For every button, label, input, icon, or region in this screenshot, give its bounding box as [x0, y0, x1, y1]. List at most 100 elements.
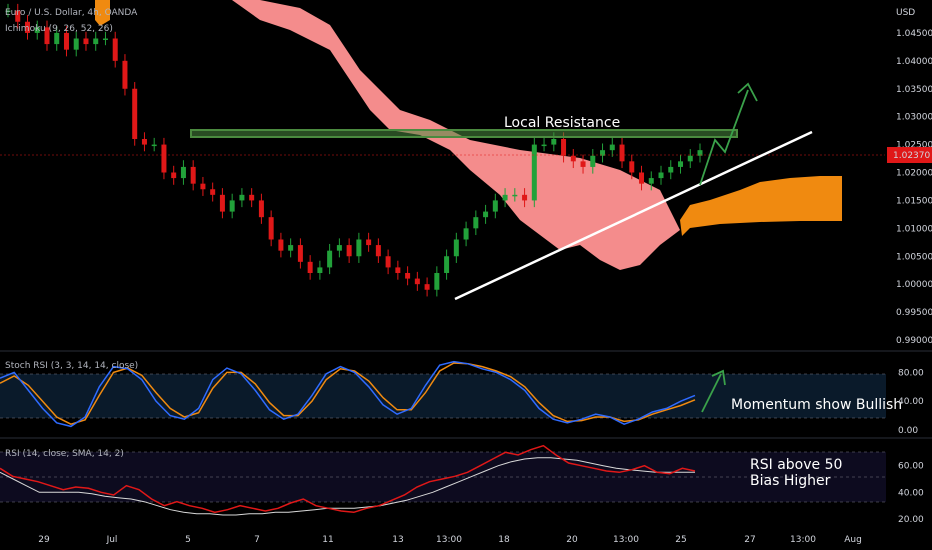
time-tick-0: 29 [38, 535, 50, 545]
candle-body [629, 161, 635, 173]
stoch-tick-1: 40.00 [898, 397, 924, 407]
rsi-tick-0: 60.00 [898, 462, 924, 472]
candle-body [375, 245, 381, 257]
stoch-k-line [0, 360, 696, 428]
stoch-axis: 80.00 40.00 0.00 [898, 368, 924, 436]
candle-body [600, 150, 606, 156]
candle-body [83, 38, 89, 45]
candle-body [161, 144, 167, 173]
candle-body [268, 217, 274, 240]
resistance-zone-fill [191, 130, 737, 137]
candle-body [590, 155, 596, 167]
candle-body [180, 166, 186, 179]
price-tick-3: 1.03000 [896, 113, 932, 123]
candle-body [356, 239, 362, 257]
candle-body [658, 172, 664, 179]
candle-body [327, 250, 333, 268]
price-tick-7: 1.01000 [896, 224, 932, 234]
price-tick-8: 1.00500 [896, 252, 932, 262]
price-tick-5: 1.02000 [896, 169, 932, 179]
candle-body [15, 10, 21, 22]
rsi-line [0, 444, 696, 514]
candle-body [258, 200, 264, 218]
momentum-label: Momentum show Bullish [731, 397, 902, 413]
candle-body [73, 38, 79, 50]
price-tick-0: 1.04500 [896, 29, 932, 39]
candle-body [561, 139, 567, 156]
candle-body [385, 256, 391, 268]
candle-body [93, 38, 99, 45]
candle-body [288, 245, 294, 251]
candle-body [570, 155, 576, 162]
candle-body [697, 150, 703, 156]
candle-body [463, 228, 469, 240]
time-tick-3: 7 [254, 535, 260, 545]
price-axis: USD 1.045001.040001.035001.030001.025001… [896, 8, 932, 346]
candle-body [580, 161, 586, 167]
currency-label: USD [896, 8, 915, 18]
candle-body [551, 139, 557, 145]
candle-body [453, 239, 459, 257]
current-price-tag [887, 147, 932, 163]
rsi-tick-1: 40.00 [898, 488, 924, 498]
time-tick-8: 20 [566, 535, 578, 545]
candle-body [424, 284, 430, 290]
time-tick-6: 13:00 [436, 535, 462, 545]
time-tick-12: 13:00 [790, 535, 816, 545]
candle-body [63, 32, 69, 50]
candle-body [512, 194, 518, 197]
candle-body [414, 278, 420, 285]
candle-body [34, 27, 40, 33]
time-tick-13: Aug [844, 535, 862, 545]
candle-body [317, 267, 323, 273]
candle-body [307, 261, 313, 273]
current-price-label: 1.02370 [893, 151, 930, 161]
indicator-title: Ichimoku (9, 26, 52, 26) [5, 24, 113, 34]
candle-body [366, 239, 372, 246]
stoch-tick-2: 0.00 [898, 426, 918, 436]
rsi-ma-line [0, 457, 695, 516]
candle-body [522, 194, 528, 201]
candle-body [151, 144, 157, 147]
stoch-arrow-head [711, 369, 726, 386]
price-tick-10: 0.99500 [896, 308, 932, 318]
candle-body [200, 183, 206, 190]
time-tick-7: 18 [498, 535, 510, 545]
time-axis: 29 Jul 5 7 11 13 13:00 18 20 13:00 25 27 13:00 Aug [38, 535, 862, 545]
candle-body [171, 172, 177, 179]
candle-body [239, 194, 245, 201]
candle-body [473, 217, 479, 229]
candle-body [190, 166, 196, 184]
rsi-pane: RSI (14, close, SMA, 14, 2) RSI above 50… [0, 444, 924, 525]
candle-body [219, 194, 225, 212]
projection-arrow [699, 82, 758, 186]
candle-body [609, 144, 615, 151]
bullish-cloud-left [95, 0, 110, 26]
candle-body [531, 144, 537, 201]
candle-body [112, 38, 118, 61]
candle-body [395, 267, 401, 273]
stoch-title: Stoch RSI (3, 3, 14, 14, close) [5, 361, 138, 371]
time-tick-4: 11 [322, 535, 333, 545]
candle-body [648, 178, 654, 184]
time-tick-1: Jul [106, 535, 118, 545]
price-tick-11: 0.99000 [896, 336, 932, 346]
candle-body [336, 245, 342, 251]
candlestick-series [5, 3, 703, 297]
stoch-rsi-pane: Stoch RSI (3, 3, 14, 14, close) Momentum… [0, 360, 924, 436]
symbol-title: Euro / U.S. Dollar, 4h, OANDA [5, 8, 138, 18]
candle-body [278, 239, 284, 251]
candle-body [492, 200, 498, 212]
rsi-axis: 60.00 40.00 20.00 [898, 462, 924, 525]
candle-body [297, 245, 303, 262]
time-tick-9: 13:00 [613, 535, 639, 545]
time-tick-5: 13 [392, 535, 403, 545]
candle-body [141, 139, 147, 145]
candle-body [5, 10, 11, 13]
candle-body [54, 32, 60, 45]
resistance-label: Local Resistance [504, 115, 620, 131]
time-tick-11: 27 [744, 535, 755, 545]
candle-body [639, 172, 645, 184]
candle-body [249, 194, 255, 201]
